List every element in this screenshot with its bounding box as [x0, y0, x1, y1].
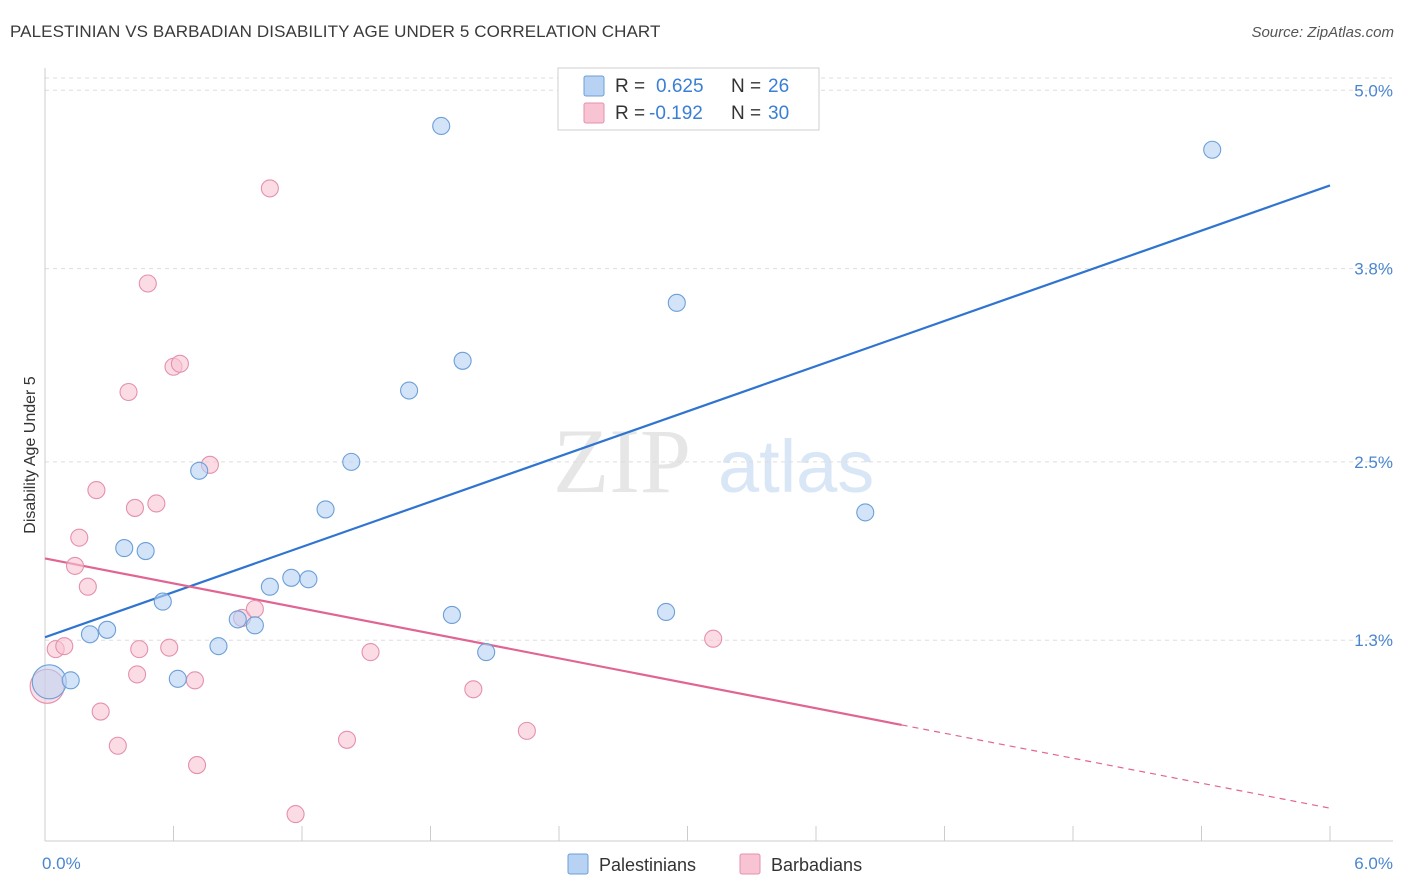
point-palestinians	[442, 605, 461, 624]
legend-n-value-2: 30	[768, 103, 789, 124]
legend-n-label-2: N =	[731, 103, 761, 124]
point-palestinians	[61, 671, 80, 690]
point-barbadians	[337, 730, 357, 749]
legend-swatch-palestinians	[583, 75, 605, 97]
point-palestinians	[657, 602, 676, 622]
point-barbadians	[245, 599, 264, 619]
point-palestinians	[282, 568, 301, 587]
x-tick-label-min: 0.0%	[42, 854, 81, 873]
point-barbadians	[55, 637, 74, 656]
data-points	[29, 116, 1222, 824]
point-palestinians	[1203, 140, 1222, 159]
point-palestinians	[477, 643, 496, 662]
point-barbadians	[188, 756, 207, 775]
point-palestinians	[316, 500, 335, 519]
point-barbadians	[91, 702, 110, 721]
grid: 1.3% 2.5% 3.8% 5.0%	[45, 77, 1393, 650]
trend-lines	[44, 184, 1331, 809]
point-barbadians	[119, 382, 138, 402]
y-tick-label: 1.3%	[1354, 631, 1393, 650]
point-barbadians	[108, 736, 127, 755]
point-palestinians	[299, 570, 318, 589]
point-barbadians	[65, 556, 85, 575]
legend-swatch-barbadians	[583, 102, 605, 124]
legend-r-value-2: -0.192	[649, 103, 703, 124]
point-palestinians	[342, 452, 361, 471]
point-palestinians	[856, 503, 875, 522]
point-palestinians	[209, 637, 228, 656]
bottom-legend-label-palestinians: Palestinians	[599, 855, 696, 875]
point-palestinians	[400, 381, 419, 400]
point-barbadians	[361, 643, 380, 662]
point-palestinians	[260, 577, 279, 596]
point-barbadians	[128, 665, 147, 684]
point-barbadians	[87, 481, 106, 500]
trend-line-extension-barbadians	[901, 724, 1331, 809]
point-palestinians	[190, 461, 209, 480]
chart-title: PALESTINIAN VS BARBADIAN DISABILITY AGE …	[10, 22, 661, 41]
point-palestinians	[168, 669, 187, 688]
point-barbadians	[704, 629, 723, 648]
point-palestinians	[31, 664, 67, 700]
point-palestinians	[115, 539, 134, 558]
point-palestinians	[667, 293, 686, 312]
point-barbadians	[125, 498, 144, 517]
correlation-legend: R = 0.625 N = 26 R = -0.192 N = 30	[557, 67, 820, 131]
point-palestinians	[80, 625, 100, 644]
trend-line-palestinians	[44, 184, 1331, 639]
point-palestinians	[136, 541, 155, 561]
point-barbadians	[464, 680, 483, 699]
point-barbadians	[185, 671, 204, 690]
watermark-zip: ZIP	[553, 410, 691, 512]
point-barbadians	[138, 274, 157, 293]
point-palestinians	[153, 592, 172, 611]
trend-line-barbadians	[44, 557, 902, 727]
point-barbadians	[160, 638, 179, 657]
legend-n-value-1: 26	[768, 76, 789, 97]
legend-r-label-1: R =	[615, 76, 645, 97]
point-barbadians	[517, 721, 536, 740]
bottom-legend-swatch-palestinians	[567, 853, 589, 875]
point-palestinians	[245, 616, 264, 635]
bottom-legend-label-barbadians: Barbadians	[771, 855, 862, 875]
legend-n-label-1: N =	[731, 76, 761, 97]
axes	[44, 68, 1393, 842]
point-barbadians	[260, 179, 279, 198]
legend-r-label-2: R =	[615, 103, 645, 124]
point-palestinians	[453, 351, 472, 370]
source-label: Source: ZipAtlas.com	[1251, 24, 1394, 41]
x-tick-label-max: 6.0%	[1354, 854, 1393, 873]
point-palestinians	[228, 610, 247, 629]
bottom-legend-swatch-barbadians	[739, 853, 761, 875]
point-barbadians	[78, 577, 97, 596]
watermark-atlas: atlas	[718, 425, 874, 508]
point-barbadians	[130, 640, 149, 659]
point-barbadians	[286, 805, 305, 824]
point-palestinians	[98, 620, 117, 639]
y-tick-label: 3.8%	[1354, 260, 1393, 279]
point-barbadians	[147, 494, 166, 513]
y-tick-label: 2.5%	[1354, 453, 1393, 472]
y-tick-label: 5.0%	[1354, 81, 1393, 100]
point-barbadians	[170, 354, 189, 373]
legend-r-value-1: 0.625	[656, 76, 704, 97]
point-barbadians	[70, 528, 89, 547]
point-palestinians	[432, 116, 451, 136]
series-legend: Palestinians Barbadians	[567, 853, 862, 875]
y-axis-label: Disability Age Under 5	[22, 376, 39, 534]
